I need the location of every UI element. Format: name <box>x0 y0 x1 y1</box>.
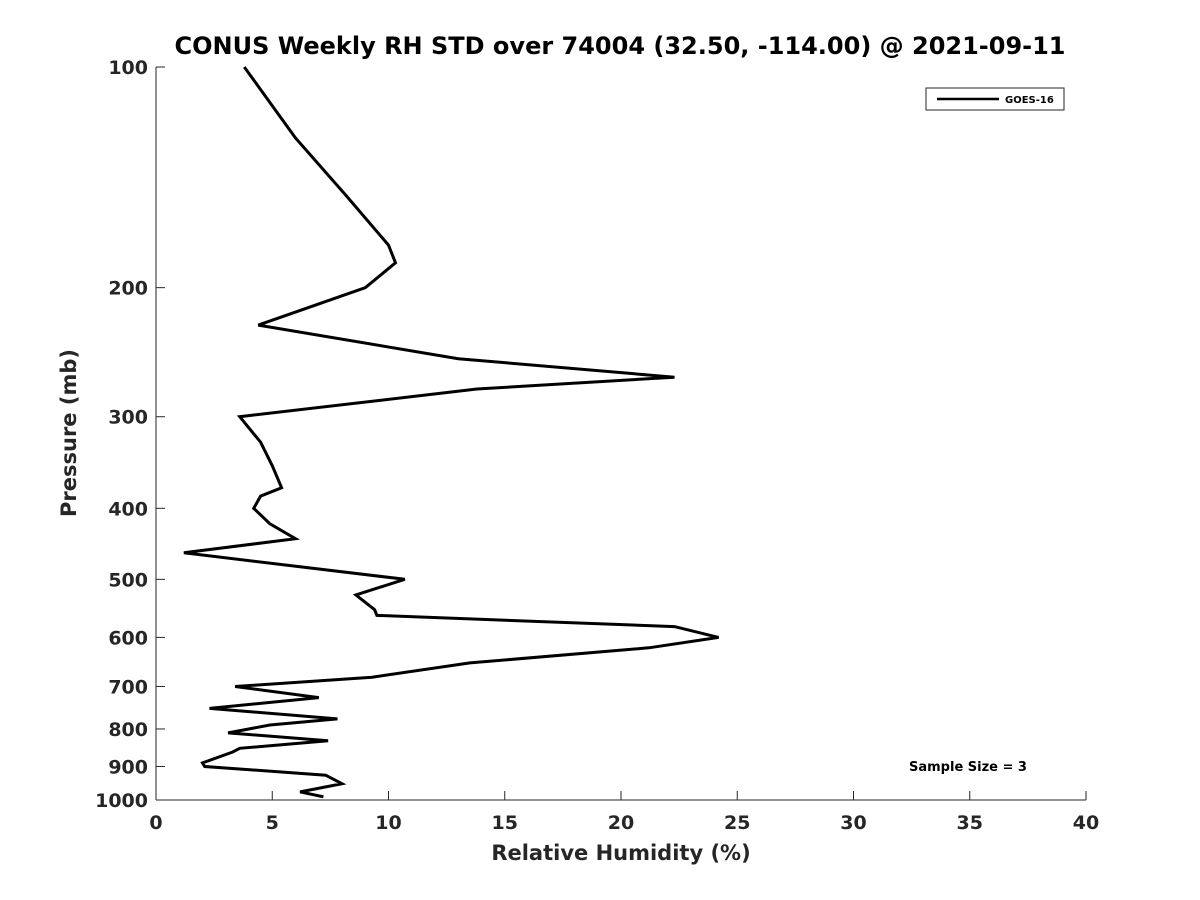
x-tick-label: 30 <box>840 812 866 834</box>
x-tick-label: 35 <box>957 812 983 834</box>
x-axis-label: Relative Humidity (%) <box>491 841 750 865</box>
y-axis-label: Pressure (mb) <box>57 349 81 517</box>
series-group <box>183 66 719 799</box>
x-ticks: 0 5 10 15 20 25 30 35 40 <box>149 791 1099 834</box>
legend: GOES-16 <box>925 87 1065 111</box>
y-tick-label: 1000 <box>95 790 148 812</box>
sample-size-annotation: Sample Size = 3 <box>909 760 1027 775</box>
axes <box>155 67 1086 801</box>
y-tick-label: 200 <box>108 278 148 300</box>
y-tick-label: 800 <box>108 719 148 741</box>
y-tick-label: 400 <box>108 498 148 520</box>
y-tick-label: 100 <box>108 57 148 79</box>
y-tick-label: 500 <box>108 569 148 591</box>
x-tick-label: 10 <box>375 812 401 834</box>
x-tick-label: 0 <box>149 812 162 834</box>
x-tick-label: 25 <box>724 812 750 834</box>
y-tick-label: 900 <box>108 756 148 778</box>
x-tick-label: 5 <box>266 812 279 834</box>
legend-label-goes-16: GOES-16 <box>1005 95 1054 106</box>
series-line-goes-16 <box>183 66 719 799</box>
chart-title: CONUS Weekly RH STD over 74004 (32.50, -… <box>174 32 1065 60</box>
x-tick-label: 40 <box>1073 812 1099 834</box>
x-tick-label: 20 <box>608 812 634 834</box>
y-ticks: 100 200 300 400 500 600 700 800 900 1000 <box>95 57 165 812</box>
x-tick-label: 15 <box>492 812 518 834</box>
y-tick-label: 600 <box>108 627 148 649</box>
y-tick-label: 300 <box>108 407 148 429</box>
y-tick-label: 700 <box>108 676 148 698</box>
